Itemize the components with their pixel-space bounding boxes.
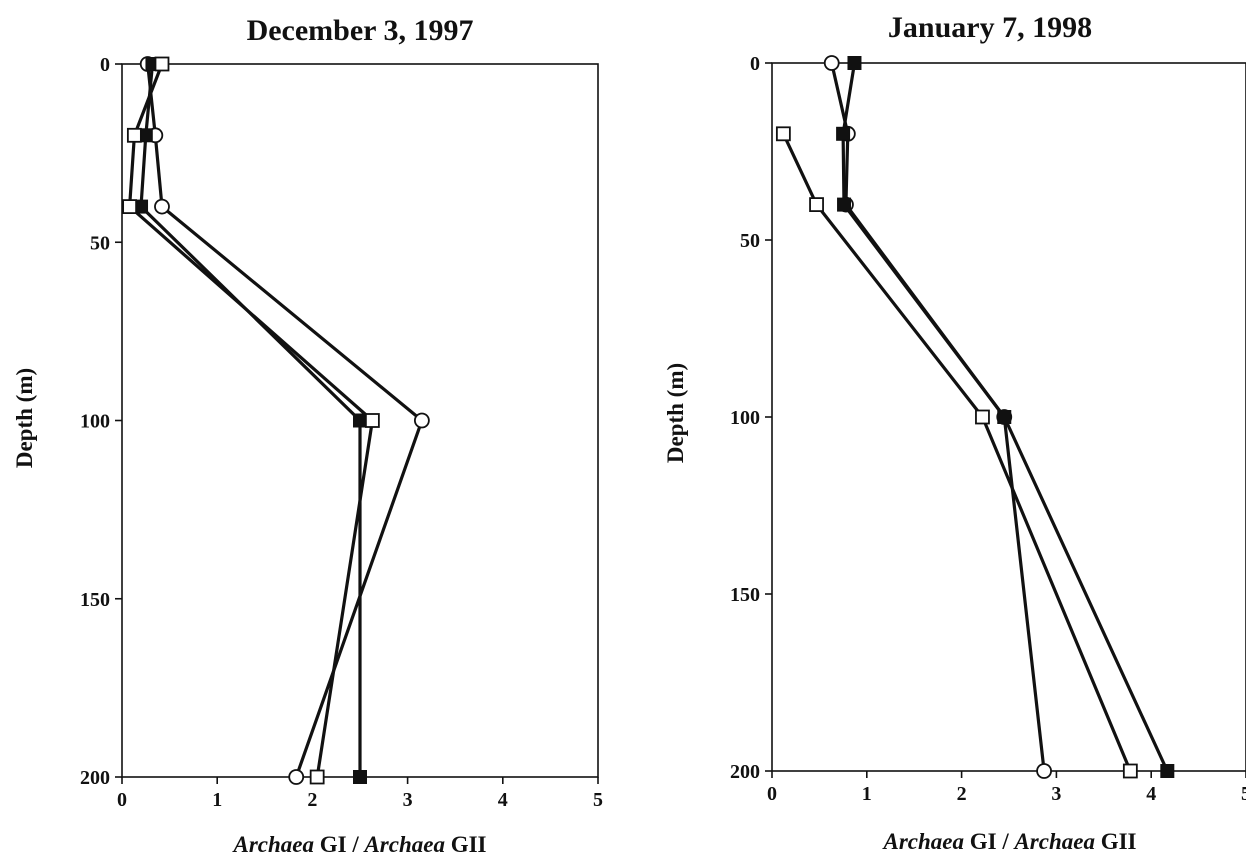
x-axis-label: Archaea GI / Archaea GII: [881, 829, 1136, 854]
x-tick-label: 1: [862, 783, 872, 805]
data-point-open-circle: [288, 769, 305, 785]
x-tick-label: 2: [307, 789, 317, 811]
y-tick-label: 200: [730, 761, 760, 783]
y-tick-label: 200: [80, 767, 110, 789]
chart-panel-january: January 7, 1998 Depth (m) Archaea GI / A…: [663, 11, 1246, 854]
data-point-open-circle: [1036, 763, 1052, 779]
data-point-open-square: [122, 199, 138, 215]
data-point-filled-square: [1160, 764, 1175, 778]
chart-title: December 3, 1997: [247, 14, 474, 47]
data-point-open-square: [126, 127, 142, 143]
y-tick-label: 50: [740, 230, 760, 252]
data-point-open-circle: [154, 198, 170, 215]
x-axis-label-end: GII: [1095, 829, 1137, 854]
x-tick-label: 5: [1241, 783, 1246, 805]
x-tick-label: 0: [767, 783, 777, 805]
chart-title: January 7, 1998: [888, 11, 1092, 44]
y-tick-label: 150: [730, 584, 760, 606]
data-point-open-square: [364, 413, 380, 428]
data-point-open-square: [309, 769, 325, 785]
x-tick-label: 3: [403, 789, 413, 811]
y-tick-label: 0: [750, 53, 760, 75]
chart-panel-december: December 3, 1997 Depth (m) Archaea GI / …: [12, 14, 603, 857]
x-tick-label: 3: [1051, 783, 1061, 805]
data-point-open-circle: [823, 55, 840, 71]
x-axis-label-mid: GI /: [964, 829, 1014, 854]
x-axis-label-italic-2: Archaea: [362, 832, 445, 857]
data-point-open-square: [975, 409, 990, 425]
x-tick-label: 0: [117, 789, 127, 811]
x-tick-label: 4: [498, 789, 508, 811]
data-point-filled-square: [353, 413, 367, 428]
y-tick-label: 100: [730, 407, 760, 429]
series-line-open-square: [128, 63, 374, 778]
data-point-open-circle: [413, 412, 430, 429]
series-line-open-circle: [146, 63, 424, 778]
data-point-filled-square: [847, 56, 862, 70]
y-tick-label: 0: [100, 54, 110, 76]
x-axis-label-mid: GI /: [314, 832, 364, 857]
x-tick-label: 1: [212, 789, 222, 811]
x-axis-label-italic: Archaea: [881, 829, 964, 854]
x-axis-label: Archaea GI / Archaea GII: [231, 832, 486, 857]
y-axis-label: Depth (m): [663, 363, 688, 463]
x-tick-label: 5: [593, 789, 603, 811]
series-line-open-circle: [830, 62, 1046, 772]
x-axis-label-italic-2: Archaea: [1012, 829, 1095, 854]
y-axis-label: Depth (m): [12, 368, 37, 468]
data-point-filled-square: [997, 410, 1012, 424]
y-tick-label: 100: [80, 411, 110, 433]
data-point-open-square: [154, 56, 170, 72]
data-point-open-square: [809, 197, 824, 213]
data-point-filled-square: [353, 770, 367, 784]
x-axis-label-italic: Archaea: [231, 832, 314, 857]
x-tick-label: 2: [957, 783, 967, 805]
series-line-open-square: [781, 133, 1132, 772]
y-tick-label: 150: [80, 589, 110, 611]
data-point-filled-square: [836, 126, 851, 141]
data-point-open-square: [775, 126, 791, 142]
x-tick-label: 4: [1146, 783, 1156, 805]
y-tick-label: 50: [90, 232, 110, 254]
series-line-filled-square: [139, 63, 362, 777]
x-axis-label-end: GII: [445, 832, 487, 857]
data-point-open-square: [1122, 763, 1138, 779]
data-point-filled-square: [837, 197, 852, 212]
